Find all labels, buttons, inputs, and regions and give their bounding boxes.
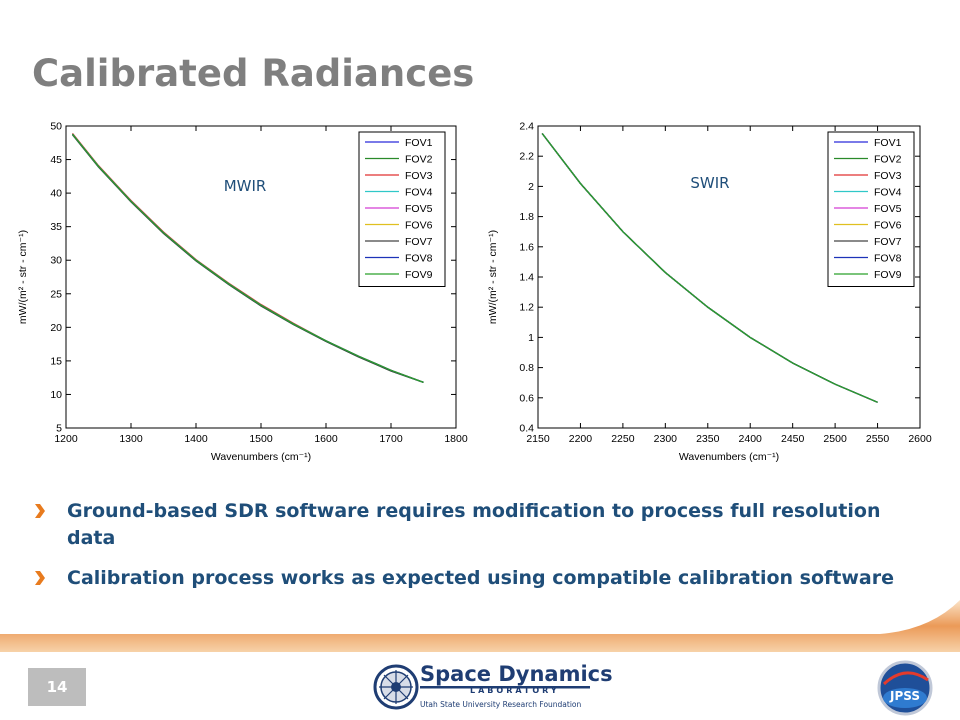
x-tick-label: 2600 xyxy=(908,433,932,445)
chart-annotation: SWIR xyxy=(690,174,729,192)
legend-label: FOV2 xyxy=(874,154,902,166)
x-tick-label: 1700 xyxy=(379,433,403,445)
x-tick-label: 2400 xyxy=(739,433,763,445)
legend-label: FOV8 xyxy=(405,253,433,265)
x-tick-label: 1200 xyxy=(54,433,78,445)
chevron-right-icon xyxy=(35,571,45,585)
y-tick-label: 1.2 xyxy=(519,302,534,314)
y-tick-label: 5 xyxy=(56,423,62,435)
x-axis-label: Wavenumbers (cm⁻¹) xyxy=(679,451,779,463)
y-tick-label: 15 xyxy=(50,355,62,367)
y-tick-label: 40 xyxy=(50,188,62,200)
x-tick-label: 2350 xyxy=(696,433,720,445)
swir-chart: 2150 2200 2250 2300 2350 2400 2450 2500 2550 2600… xyxy=(487,121,932,464)
y-tick-label: 35 xyxy=(50,221,62,233)
y-tick-label: 2.2 xyxy=(519,151,534,163)
sdl-logo-foundation: Utah State University Research Foundatio… xyxy=(420,700,582,709)
legend-label: FOV4 xyxy=(405,187,433,199)
page-number: 14 xyxy=(46,678,68,696)
legend-box xyxy=(358,131,446,287)
sdl-logo-subtitle: LABORATORY xyxy=(470,686,560,695)
y-tick-label: 10 xyxy=(50,389,62,401)
legend-label: FOV3 xyxy=(874,170,902,182)
legend-label: FOV2 xyxy=(405,154,433,166)
y-tick-label: 2 xyxy=(528,181,534,193)
x-tick-label: 2150 xyxy=(526,433,550,445)
bullet-item: Calibration process works as expected us… xyxy=(34,565,924,592)
bullet-text: Calibration process works as expected us… xyxy=(67,567,895,589)
y-tick-label: 1.4 xyxy=(519,272,534,284)
bullet-item: Ground-based SDR software requires modif… xyxy=(34,498,924,552)
sdl-emblem-icon xyxy=(373,664,590,710)
x-tick-label: 2550 xyxy=(866,433,890,445)
y-axis-label: mW/(m² - str - cm⁻¹) xyxy=(17,230,29,324)
y-tick-label: 25 xyxy=(50,288,62,300)
legend-label: FOV9 xyxy=(874,269,902,281)
x-tick-label: 2300 xyxy=(654,433,678,445)
x-tick-label: 2250 xyxy=(611,433,635,445)
y-tick-label: 50 xyxy=(50,121,62,133)
x-axis-label: Wavenumbers (cm⁻¹) xyxy=(211,451,311,463)
y-tick-label: 20 xyxy=(50,322,62,334)
legend-label: FOV5 xyxy=(874,203,902,215)
x-tick-label: 2450 xyxy=(781,433,805,445)
x-tick-label: 1400 xyxy=(184,433,208,445)
y-axis-label: mW/(m² - str - cm⁻¹) xyxy=(487,230,499,324)
legend-box xyxy=(827,131,915,287)
legend-label: FOV7 xyxy=(874,236,902,248)
x-tick-label: 1600 xyxy=(314,433,338,445)
legend-label: FOV6 xyxy=(874,220,902,232)
legend-label: FOV7 xyxy=(405,236,433,248)
legend-label: FOV9 xyxy=(405,269,433,281)
y-tick-label: 45 xyxy=(50,154,62,166)
y-tick-label: 0.4 xyxy=(519,423,534,435)
y-tick-label: 1.8 xyxy=(519,211,534,223)
x-tick-label: 2500 xyxy=(823,433,847,445)
y-tick-label: 0.8 xyxy=(519,362,534,374)
legend-label: FOV8 xyxy=(874,253,902,265)
bullet-text: Ground-based SDR software requires modif… xyxy=(67,500,881,549)
legend-label: FOV6 xyxy=(405,220,433,232)
chart-annotation: MWIR xyxy=(224,177,267,195)
legend-label: FOV4 xyxy=(874,187,902,199)
mwir-chart: 1200 1300 1400 1500 1600 1700 1800 5 10 15 20 25 30 3… xyxy=(17,121,468,464)
legend-label: FOV5 xyxy=(405,203,433,215)
series-line xyxy=(71,133,424,384)
x-tick-label: 1500 xyxy=(249,433,273,445)
chevron-right-icon xyxy=(35,504,45,518)
x-tick-label: 1300 xyxy=(119,433,143,445)
legend-label: FOV1 xyxy=(874,137,902,149)
series-line xyxy=(541,133,878,403)
slide-title: Calibrated Radiances xyxy=(32,52,475,95)
footer-swoosh xyxy=(0,600,960,660)
legend-label: FOV3 xyxy=(405,170,433,182)
y-tick-label: 2.4 xyxy=(519,121,534,133)
x-tick-label: 2200 xyxy=(569,433,593,445)
legend-label: FOV1 xyxy=(405,137,433,149)
y-tick-label: 1.6 xyxy=(519,241,534,253)
jpss-emblem-icon xyxy=(877,660,933,716)
y-tick-label: 0.6 xyxy=(519,392,534,404)
page-number-box: 14 xyxy=(28,668,86,706)
jpss-logo-text: JPSS xyxy=(889,689,920,703)
x-tick-label: 1800 xyxy=(444,433,468,445)
bullet-list: Ground-based SDR software requires modif… xyxy=(34,498,924,605)
sdl-logo-name: Space Dynamics xyxy=(420,662,613,686)
y-tick-label: 1 xyxy=(528,332,534,344)
y-tick-label: 30 xyxy=(50,255,62,267)
